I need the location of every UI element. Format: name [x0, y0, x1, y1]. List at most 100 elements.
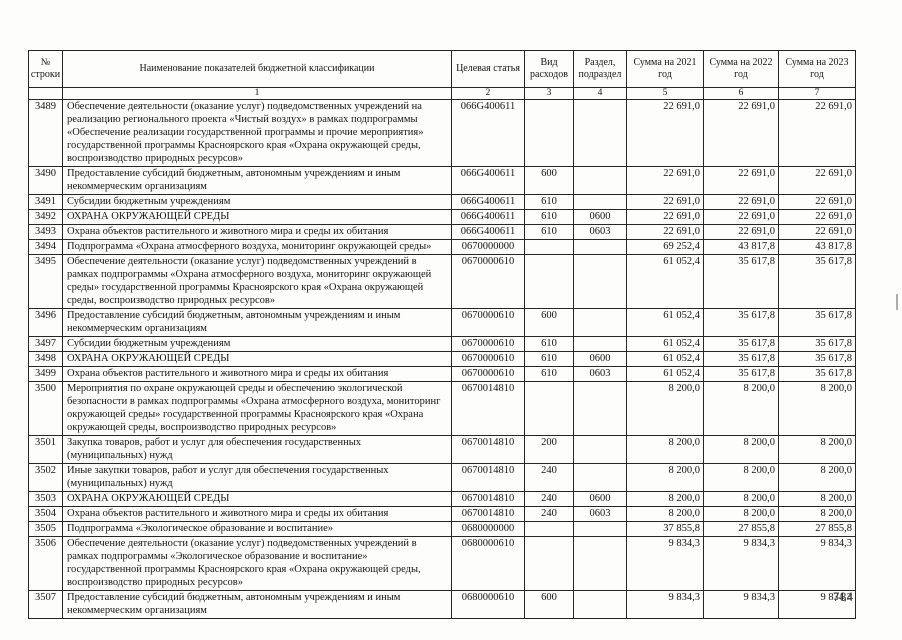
table-row: 3489 Обеспечение деятельности (оказание …: [28, 99, 856, 167]
table-row: 3498 ОХРАНА ОКРУЖАЮЩЕЙ СРЕДЫ 0670000610 …: [28, 351, 856, 367]
name-cell: Закупка товаров, работ и услуг для обесп…: [62, 435, 452, 464]
sum-2022-cell: 35 617,8: [703, 366, 779, 382]
col-header-sum-2022: Сумма на 2022 год: [703, 50, 779, 88]
sum-2023-cell: 35 617,8: [778, 366, 856, 382]
section-cell: 0600: [573, 351, 627, 367]
expense-type-cell: 600: [524, 590, 574, 619]
col-header-name: Наименование показателей бюджетной класс…: [62, 50, 452, 88]
table-row: 3497 Субсидии бюджетным учреждениям 0670…: [28, 336, 856, 352]
table-row: 3493 Охрана объектов растительного и жив…: [28, 224, 856, 240]
name-cell: Подпрограмма «Охрана атмосферного воздух…: [62, 239, 452, 255]
column-number-cell: 1: [62, 87, 452, 100]
section-cell: 0603: [573, 506, 627, 522]
name-cell: Иные закупки товаров, работ и услуг для …: [62, 463, 452, 492]
sum-2022-cell: 35 617,8: [703, 308, 779, 337]
table-row: 3504 Охрана объектов растительного и жив…: [28, 506, 856, 522]
sum-2021-cell: 61 052,4: [626, 308, 704, 337]
sum-2022-cell: 8 200,0: [703, 463, 779, 492]
sum-2021-cell: 8 200,0: [626, 463, 704, 492]
column-number-cell: 2: [451, 87, 525, 100]
name-cell: Предоставление субсидий бюджетным, автон…: [62, 308, 452, 337]
expense-type-cell: 610: [524, 366, 574, 382]
sum-2023-cell: 27 855,8: [778, 521, 856, 537]
sum-2022-cell: 9 834,3: [703, 590, 779, 619]
section-cell: 0603: [573, 224, 627, 240]
table-row: 3505 Подпрограмма «Экологическое образов…: [28, 521, 856, 537]
sum-2023-cell: 43 817,8: [778, 239, 856, 255]
sum-2021-cell: 9 834,3: [626, 536, 704, 591]
section-cell: 0600: [573, 209, 627, 225]
scan-artifact: [896, 294, 898, 310]
table-row: 3494 Подпрограмма «Охрана атмосферного в…: [28, 239, 856, 255]
row-number-cell: 3501: [28, 435, 63, 464]
sum-2022-cell: 27 855,8: [703, 521, 779, 537]
target-article-cell: 0670000610: [451, 336, 525, 352]
target-article-cell: 0670014810: [451, 435, 525, 464]
sum-2021-cell: 61 052,4: [626, 254, 704, 309]
sum-2021-cell: 61 052,4: [626, 336, 704, 352]
sum-2021-cell: 22 691,0: [626, 99, 704, 167]
sum-2022-cell: 8 200,0: [703, 381, 779, 436]
column-number-cell: 6: [703, 87, 779, 100]
target-article-cell: 0670014810: [451, 506, 525, 522]
section-cell: [573, 536, 627, 591]
sum-2023-cell: 22 691,0: [778, 194, 856, 210]
expense-type-cell: 240: [524, 491, 574, 507]
sum-2023-cell: 35 617,8: [778, 254, 856, 309]
expense-type-cell: [524, 381, 574, 436]
expense-type-cell: 610: [524, 336, 574, 352]
expense-type-cell: [524, 254, 574, 309]
sum-2022-cell: 35 617,8: [703, 351, 779, 367]
name-cell: ОХРАНА ОКРУЖАЮЩЕЙ СРЕДЫ: [62, 351, 452, 367]
table-row: 3501 Закупка товаров, работ и услуг для …: [28, 435, 856, 464]
name-cell: Субсидии бюджетным учреждениям: [62, 194, 452, 210]
sum-2021-cell: 22 691,0: [626, 209, 704, 225]
sum-2022-cell: 8 200,0: [703, 435, 779, 464]
sum-2023-cell: 35 617,8: [778, 336, 856, 352]
section-cell: [573, 463, 627, 492]
col-header-expense-type: Вид расходов: [524, 50, 574, 88]
section-cell: [573, 336, 627, 352]
sum-2023-cell: 22 691,0: [778, 99, 856, 167]
table-row: 3496 Предоставление субсидий бюджетным, …: [28, 308, 856, 337]
section-cell: 0603: [573, 366, 627, 382]
sum-2023-cell: 8 200,0: [778, 506, 856, 522]
section-cell: [573, 239, 627, 255]
name-cell: Подпрограмма «Экологическое образование …: [62, 521, 452, 537]
name-cell: Охрана объектов растительного и животног…: [62, 506, 452, 522]
sum-2022-cell: 22 691,0: [703, 194, 779, 210]
expense-type-cell: [524, 99, 574, 167]
table-row: 3506 Обеспечение деятельности (оказание …: [28, 536, 856, 591]
target-article-cell: 0670014810: [451, 491, 525, 507]
target-article-cell: 066G400611: [451, 166, 525, 195]
row-number-cell: 3502: [28, 463, 63, 492]
sum-2023-cell: 8 200,0: [778, 463, 856, 492]
page-number: 784: [833, 592, 854, 604]
sum-2021-cell: 37 855,8: [626, 521, 704, 537]
section-cell: [573, 590, 627, 619]
column-number-cell: 5: [626, 87, 704, 100]
sum-2023-cell: 8 200,0: [778, 491, 856, 507]
col-header-section: Раздел, подраздел: [573, 50, 627, 88]
target-article-cell: 066G400611: [451, 99, 525, 167]
expense-type-cell: 200: [524, 435, 574, 464]
table-row: 3499 Охрана объектов растительного и жив…: [28, 366, 856, 382]
sum-2022-cell: 35 617,8: [703, 336, 779, 352]
target-article-cell: 066G400611: [451, 224, 525, 240]
sum-2022-cell: 43 817,8: [703, 239, 779, 255]
name-cell: Охрана объектов растительного и животног…: [62, 366, 452, 382]
sum-2022-cell: 8 200,0: [703, 491, 779, 507]
name-cell: Предоставление субсидий бюджетным, автон…: [62, 166, 452, 195]
expense-type-cell: [524, 239, 574, 255]
expense-type-cell: [524, 536, 574, 591]
name-cell: Предоставление субсидий бюджетным, автон…: [62, 590, 452, 619]
sum-2021-cell: 9 834,3: [626, 590, 704, 619]
row-number-cell: 3489: [28, 99, 63, 167]
row-number-cell: 3504: [28, 506, 63, 522]
column-number-cell: [28, 87, 63, 100]
sum-2022-cell: 22 691,0: [703, 166, 779, 195]
sum-2023-cell: 9 834,3: [778, 590, 856, 619]
row-number-cell: 3491: [28, 194, 63, 210]
expense-type-cell: 240: [524, 506, 574, 522]
